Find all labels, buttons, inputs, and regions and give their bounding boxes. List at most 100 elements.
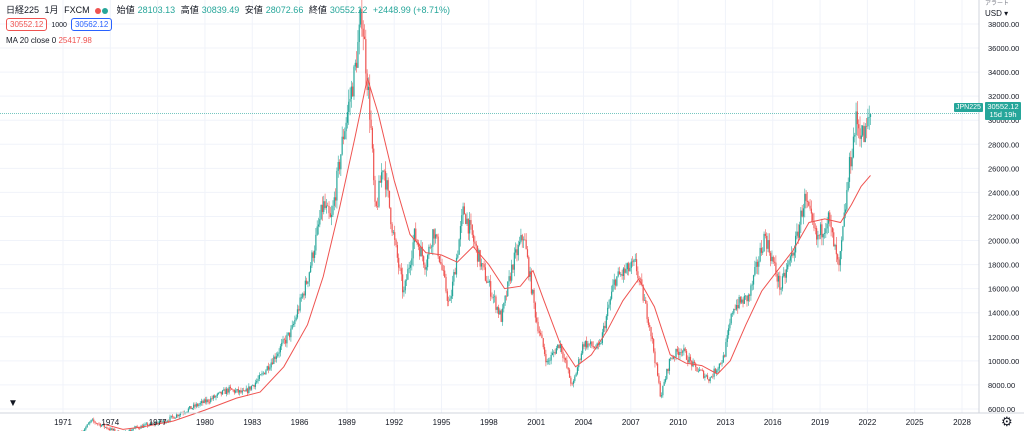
candle-body [797,231,799,238]
price-axis[interactable]: 6000.00 8000.00 10000.00 12000.00 14000.00 16… [988,20,1019,414]
candle-body [310,265,312,273]
ma-20-line [105,77,871,430]
candle-body [517,245,519,256]
candle-body [564,358,567,361]
candle-body [600,343,602,344]
candle-body [739,296,742,303]
candle-body [338,161,341,170]
candle-body [215,395,217,398]
symbol-name[interactable]: 日経225 [6,5,40,15]
candle-body [387,180,389,191]
candle-body [196,404,199,406]
candle-body [169,416,171,422]
candle-body [281,342,283,347]
candle-body [478,250,480,262]
candle-body [752,275,755,285]
candle-body [639,278,642,280]
candle-body [110,428,112,431]
candle-body [154,422,157,425]
candle-body [459,226,462,240]
y-tick-label: 28000.00 [988,140,1019,149]
candle-body [396,245,398,258]
candle-body [859,128,861,139]
candle-body [356,62,358,68]
candle-body [559,343,561,349]
candle-body [316,226,318,235]
candle-body [653,338,655,352]
candle-body [211,398,213,399]
x-tick-label: 1980 [196,418,214,427]
candle-body [755,261,757,268]
candle-body [336,170,338,201]
candle-body [107,428,109,430]
candle-body [488,281,490,283]
candle-body [705,375,707,377]
candle-body [655,363,657,364]
candle-body [699,369,701,372]
candle-body [558,344,560,349]
candle-body [370,119,372,128]
sell-button[interactable]: 30552.12 [6,18,48,31]
currency-selector[interactable]: USD ▾ [985,9,1009,18]
price-axis-header[interactable]: アラート USD ▾ [985,0,1009,18]
candle-body [147,423,149,427]
candle-body [586,340,588,348]
candle-body [114,428,116,431]
candle-body [446,291,448,301]
candle-body [95,422,97,424]
candle-body [578,359,580,368]
candle-body [679,352,681,356]
candle-body [441,263,443,270]
candle-body [252,385,254,386]
candle-body [204,399,207,403]
gear-icon[interactable]: ⚙ [1001,414,1013,429]
candle-body [575,373,577,377]
candle-body [257,378,259,381]
candle-body [449,298,451,301]
candle-body [638,278,640,279]
candle-body [298,309,300,311]
y-tick-label: 34000.00 [988,68,1019,77]
candle-body [432,229,434,247]
candle-body [378,180,380,207]
quantity-label[interactable]: 1000 [51,22,67,29]
tradingview-logo-icon[interactable]: ▼ [8,398,18,409]
candle-body [666,369,668,379]
source-label: FXCM [64,5,90,15]
candle-body [593,347,596,349]
candle-body [320,204,322,220]
indicator-legend[interactable]: MA 20 close 0 25417.98 [6,36,92,45]
candle-body [515,249,517,253]
candle-body [701,370,703,371]
candle-body [814,228,816,229]
currency-label: USD [985,9,1002,18]
candle-body [262,372,264,374]
candle-body [466,218,468,224]
candle-body [193,404,195,408]
candle-body [530,271,533,294]
candle-body [453,272,455,282]
candle-body [737,305,739,309]
x-tick-label: 1995 [433,418,451,427]
buy-button[interactable]: 30562.12 [70,18,113,31]
candle-body [328,206,330,214]
candle-body [543,347,546,354]
candle-body [149,422,151,426]
candle-body [507,281,509,297]
candle-body [746,295,748,302]
interval-label[interactable]: 1月 [44,5,59,15]
candle-body [239,390,241,393]
x-tick-label: 1998 [480,418,498,427]
candle-body [413,228,416,243]
candle-body [285,339,287,344]
candle-body [720,363,722,365]
candle-body [229,386,232,389]
candle-body [650,326,652,337]
candle-body [793,252,795,256]
candle-body [703,370,705,378]
time-axis[interactable]: 1971 1974 1977 1980 1983 1986 1989 1992 1995 1998… [54,418,971,427]
candle-body [846,190,848,210]
candle-body [425,267,427,270]
candle-body [275,356,278,359]
